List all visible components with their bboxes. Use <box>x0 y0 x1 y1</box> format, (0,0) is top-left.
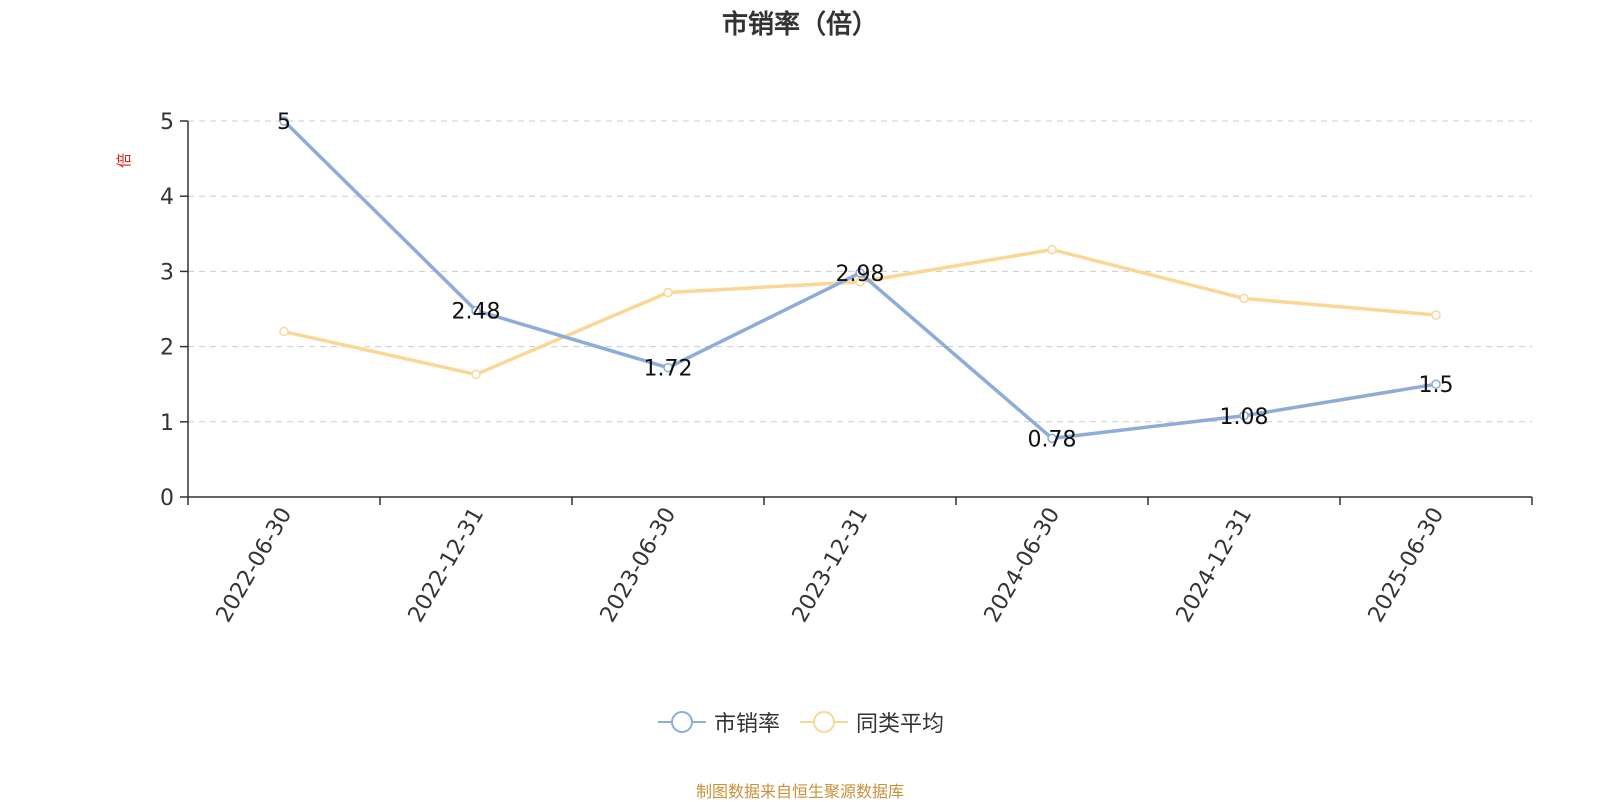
legend-swatch-series-1 <box>800 711 848 733</box>
series-0-point-4 <box>1047 433 1057 444</box>
series-1-point-2 <box>663 287 673 298</box>
series-0-point-6 <box>1431 379 1441 389</box>
y-tick-label-1: 1 <box>160 411 174 436</box>
legend-swatch-series-0 <box>657 711 706 733</box>
x-tick-label-1: 2022-12-31 <box>404 504 490 627</box>
x-tick-label-5: 2024-12-31 <box>1172 504 1258 627</box>
x-tick-label-4: 2024-06-30 <box>980 504 1066 627</box>
line-chart: 0 1 2 3 4 5 2022-06-30 2022-12-31 2023-06-30 2023… <box>160 110 1533 627</box>
y-tick-label-5: 5 <box>160 110 174 135</box>
x-tick-label-0: 2022-06-30 <box>212 504 298 627</box>
x-tick-label-2: 2023-06-30 <box>596 504 682 627</box>
series-1-point-3 <box>855 277 865 287</box>
data-source-note: 制图数据来自恒生聚源数据库 <box>695 782 904 801</box>
series-0-point-5 <box>1239 411 1249 421</box>
legend-label-series-1: 同类平均 <box>856 712 945 737</box>
y-tick-label-3: 3 <box>160 260 174 285</box>
series-1-point-0 <box>279 326 289 337</box>
y-tick-label-2: 2 <box>160 336 174 361</box>
x-tick-label-6: 2025-06-30 <box>1364 504 1450 627</box>
data-label-5: 1.08 <box>1220 405 1269 430</box>
legend-item-series-1[interactable]: 同类平均 <box>798 706 944 738</box>
data-label-6: 1.5 <box>1419 373 1454 398</box>
chart-title: 市销率（倍） <box>721 10 878 40</box>
y-tick-label-4: 4 <box>160 185 174 210</box>
series-1-point-1 <box>471 369 481 380</box>
y-tick-label-0: 0 <box>160 486 174 511</box>
data-label-4: 0.78 <box>1028 427 1077 452</box>
series-0-point-3 <box>855 268 865 278</box>
data-label-1: 2.48 <box>452 300 501 325</box>
series-1-point-5 <box>1239 293 1249 304</box>
x-tick-label-3: 2023-12-31 <box>788 504 874 627</box>
series-0-point-1 <box>471 305 481 316</box>
series-1-point-4 <box>1047 244 1057 255</box>
data-label-3: 2.98 <box>836 262 885 287</box>
legend: 市销率 同类平均 <box>0 706 1600 738</box>
series-1-point-6 <box>1431 310 1441 320</box>
series-0-point-0 <box>279 116 289 126</box>
data-label-0: 5 <box>277 110 291 135</box>
series-0-point-2 <box>663 362 673 373</box>
data-label-2: 1.72 <box>644 357 693 382</box>
legend-label-series-0: 市销率 <box>713 712 780 737</box>
legend-item-series-0[interactable]: 市销率 <box>656 706 780 738</box>
